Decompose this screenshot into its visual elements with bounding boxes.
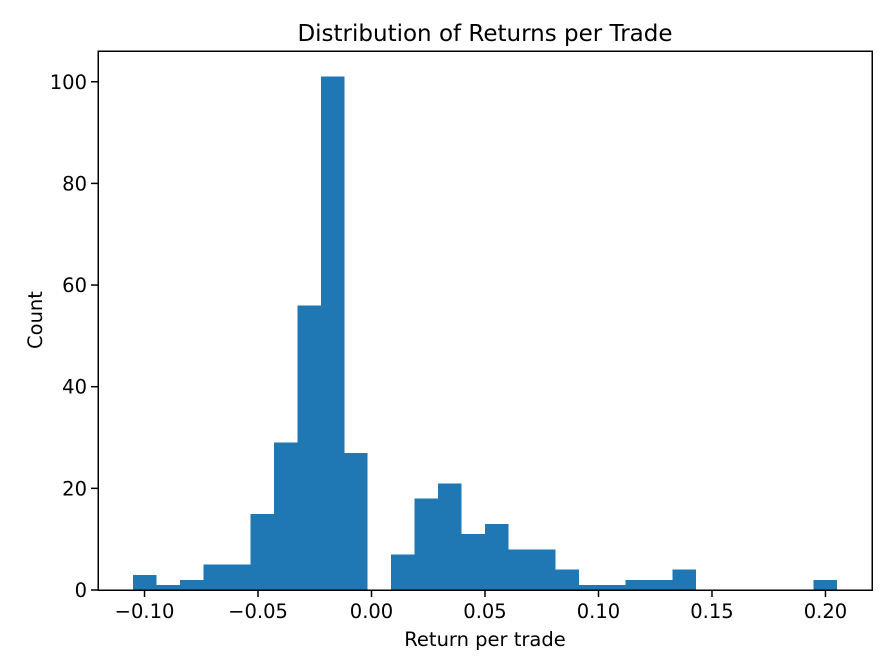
histogram-bar	[813, 579, 837, 590]
x-tick-label: 0.15	[690, 600, 733, 623]
plot-border	[97, 50, 873, 591]
y-tick-label: 60	[62, 274, 87, 297]
histogram-bar	[227, 564, 251, 590]
y-tick-label: 20	[62, 477, 87, 500]
histogram-bar	[320, 76, 345, 591]
histogram-bar	[250, 513, 274, 590]
x-tick-label: 0.00	[350, 600, 393, 623]
histogram-bar	[391, 554, 415, 590]
histogram-bar	[625, 579, 650, 590]
histogram-bar	[414, 498, 439, 590]
x-tick-label: 0.05	[463, 600, 506, 623]
histogram-bars	[133, 76, 837, 591]
histogram-bar	[273, 442, 298, 590]
histogram-bar	[461, 534, 485, 590]
y-tick-label: 40	[62, 376, 87, 399]
y-tick-label: 0	[75, 579, 87, 602]
y-tick-label: 80	[62, 172, 87, 195]
histogram-bar	[133, 574, 157, 590]
x-axis-label: Return per trade	[404, 628, 565, 651]
y-axis-label: Count	[24, 291, 47, 349]
histogram-bar	[297, 305, 321, 590]
histogram-bar	[203, 564, 227, 590]
histogram-bar	[649, 579, 673, 590]
axes: −0.10 −0.05 0.00 0.05 0.10 0.15 0.20 0 20 40 60 80 1…	[50, 50, 873, 623]
histogram-bar	[156, 584, 181, 590]
histogram-bar	[531, 549, 556, 590]
x-tick-label: 0.10	[577, 600, 620, 623]
histogram-bar	[672, 569, 697, 590]
x-tick-label: −0.10	[115, 600, 175, 623]
x-tick-label: −0.05	[228, 600, 288, 623]
x-tick-label: 0.20	[804, 600, 847, 623]
chart-title: Distribution of Returns per Trade	[297, 21, 672, 47]
y-tick-label: 100	[50, 71, 87, 94]
histogram-bar	[578, 584, 603, 590]
histogram-bar	[438, 483, 462, 590]
histogram-bar	[485, 523, 509, 590]
histogram-bar	[508, 549, 532, 590]
histogram-bar	[180, 579, 204, 590]
histogram-bar	[555, 569, 579, 590]
histogram-bar	[602, 584, 626, 590]
histogram-bar	[344, 452, 368, 590]
